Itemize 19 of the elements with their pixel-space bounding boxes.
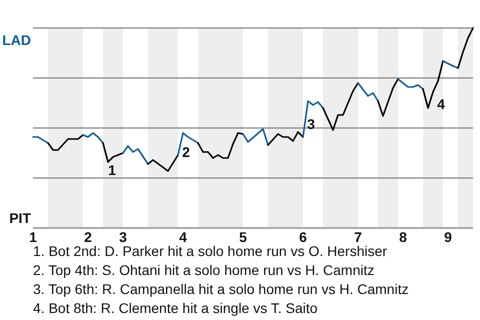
text: 2. Top 4th: S. Ohtani hit a solo home run vs H. Camnitz — [33, 262, 374, 278]
x-tick-label: 1 — [29, 228, 38, 245]
x-tick-label: 4 — [179, 228, 188, 245]
annotation: 2 — [182, 144, 190, 160]
text: 4. Bot 8th: R. Clemente hit a single vs T. Saito — [33, 300, 318, 316]
x-tick-label: 6 — [299, 228, 308, 245]
x-tick-label: 2 — [84, 228, 92, 245]
text: 3. Top 6th: R. Campanella hit a solo home run vs H. Camnitz — [33, 281, 409, 297]
x-tick-label: 5 — [239, 228, 248, 245]
text: 1. Bot 2nd: D. Parker hit a solo home run vs O. Hershiser — [33, 243, 388, 259]
x-tick-label: 7 — [354, 228, 362, 245]
annotation: 1 — [108, 162, 116, 178]
text: LAD — [2, 32, 31, 48]
annotation: 3 — [307, 116, 316, 132]
text: PIT — [9, 210, 32, 226]
x-tick-label: 9 — [444, 228, 452, 245]
x-tick-label: 8 — [399, 228, 408, 245]
annotation: 4 — [437, 96, 446, 112]
x-tick-label: 3 — [119, 228, 128, 245]
